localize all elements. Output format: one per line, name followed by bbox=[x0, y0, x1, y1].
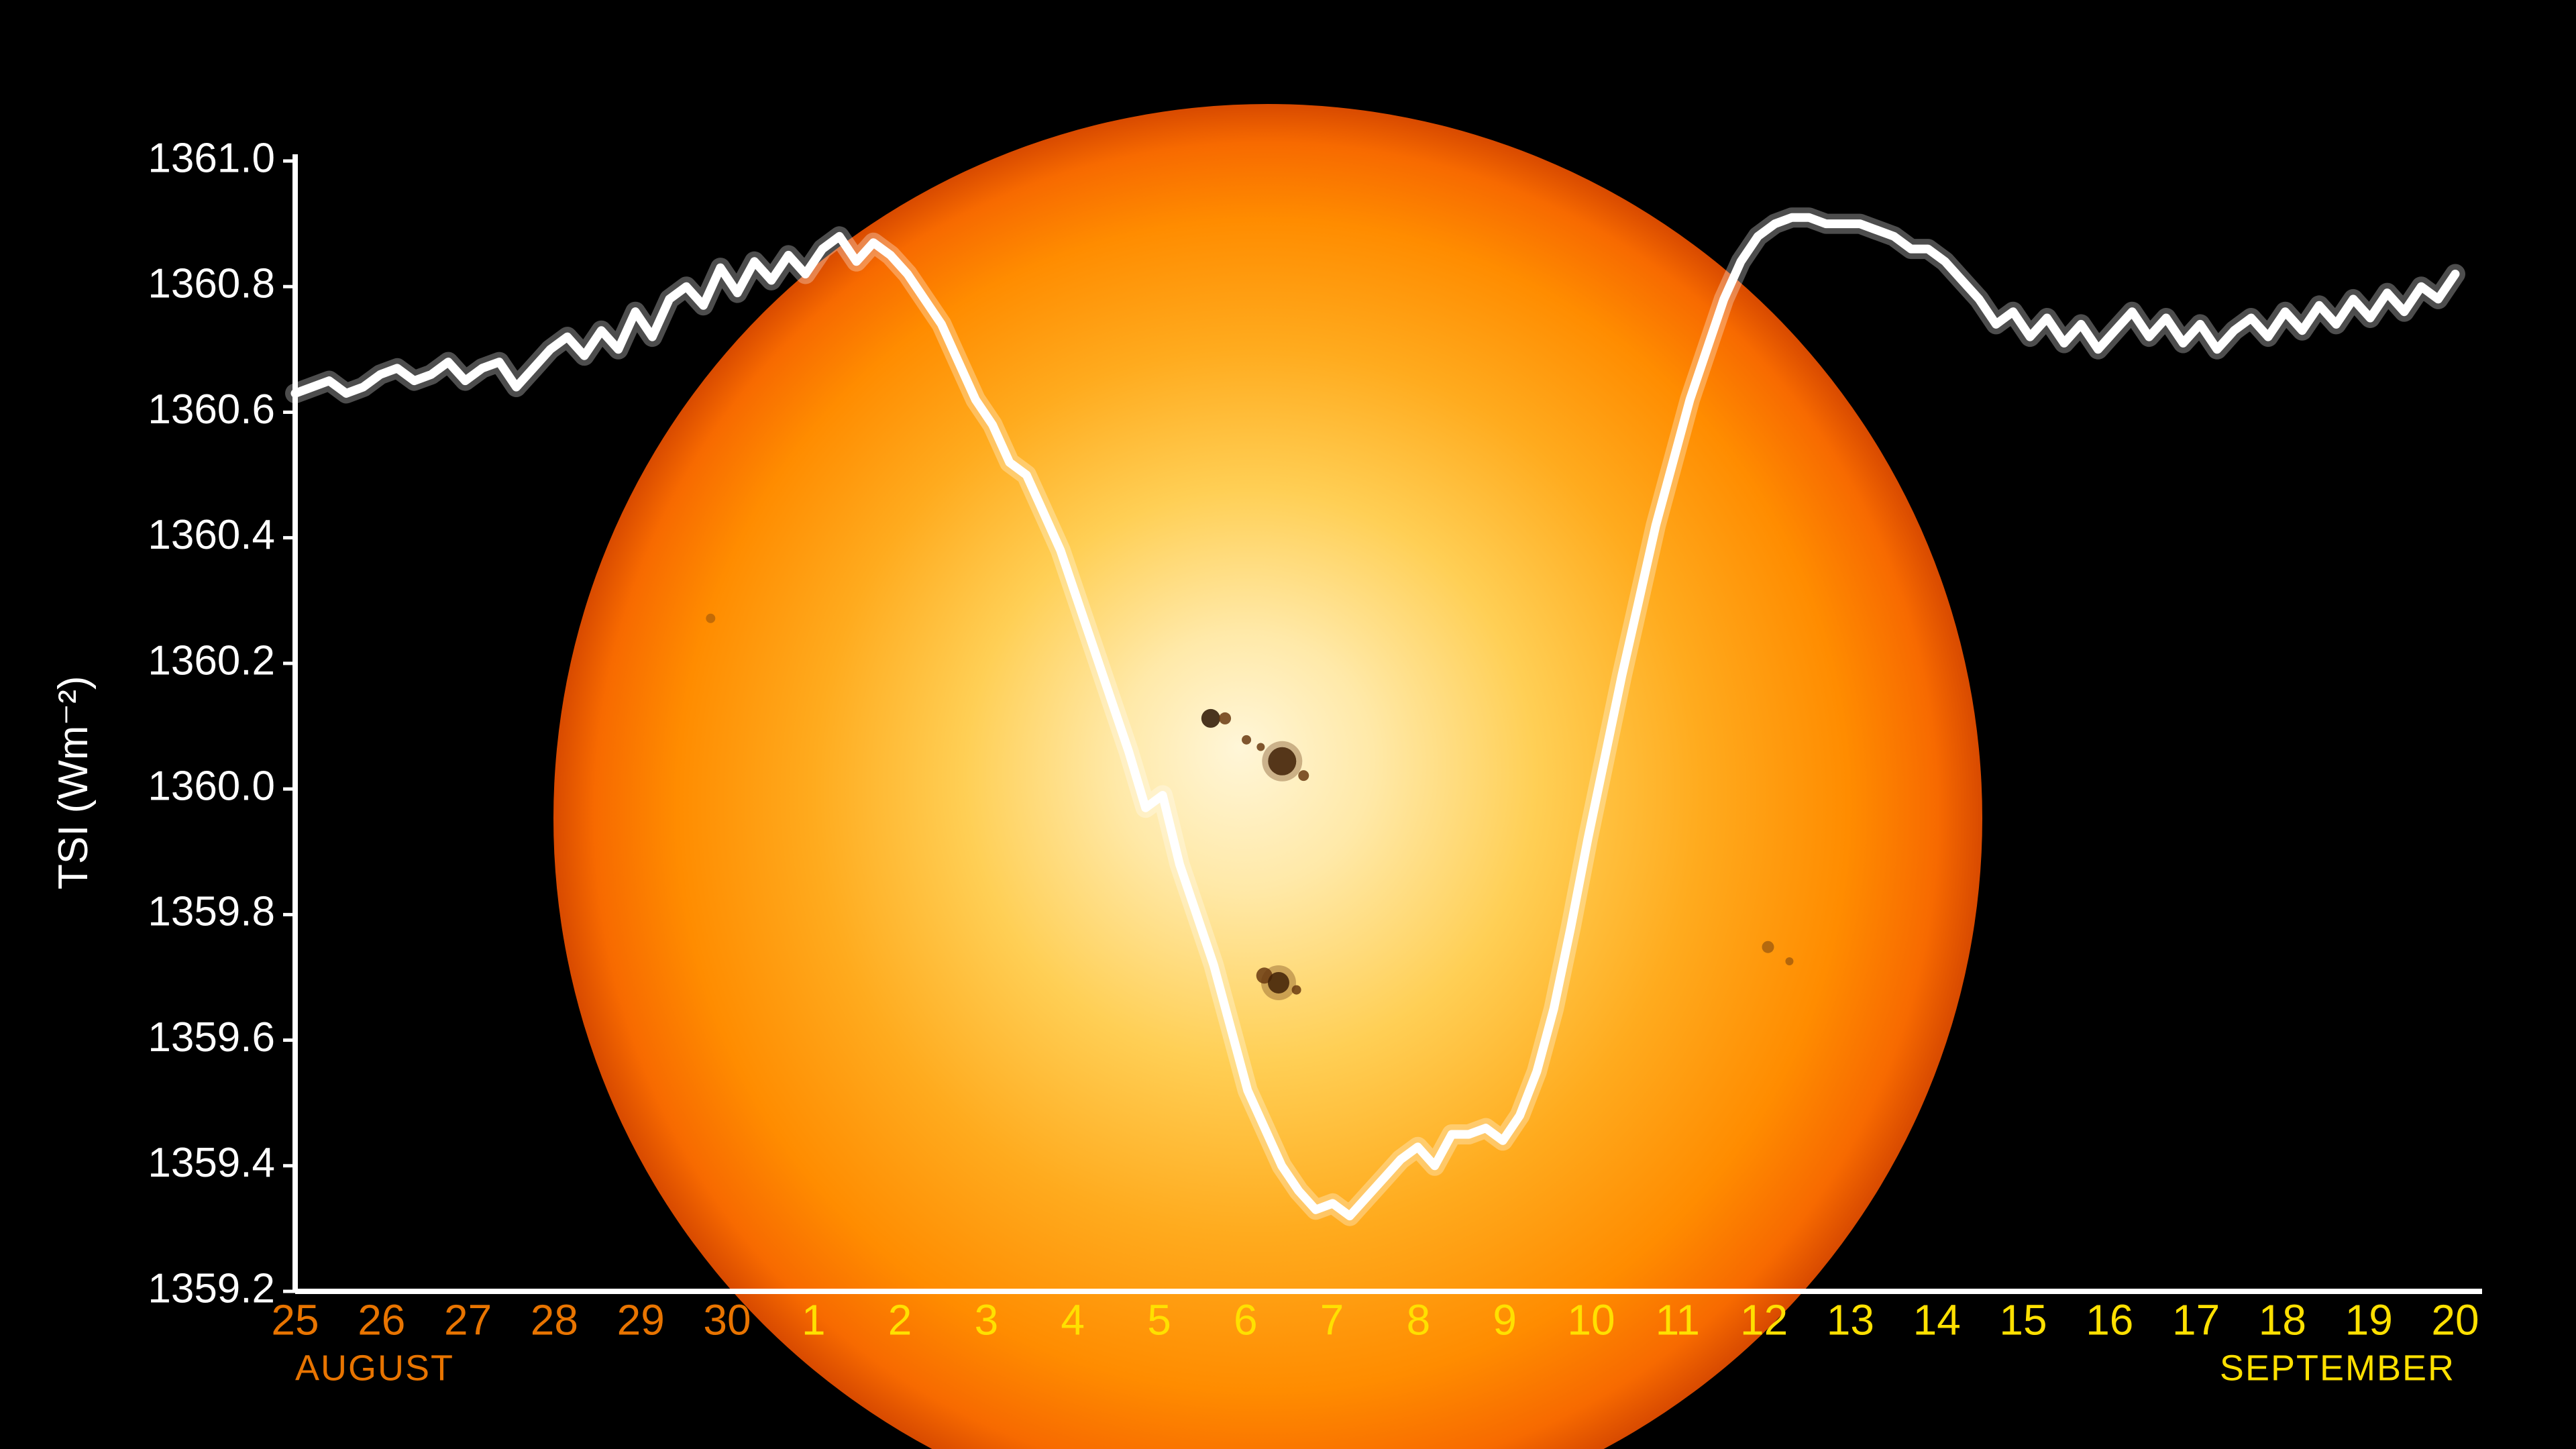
y-tick-label: 1359.8 bbox=[148, 889, 275, 935]
x-tick-label: 5 bbox=[1147, 1295, 1171, 1344]
x-tick-label: 4 bbox=[1061, 1295, 1085, 1344]
x-tick-label: 15 bbox=[1999, 1295, 2047, 1344]
x-tick-label: 3 bbox=[975, 1295, 999, 1344]
month-label-a: AUGUST bbox=[295, 1348, 454, 1388]
sunspot bbox=[1219, 712, 1231, 724]
y-tick-label: 1360.2 bbox=[148, 637, 275, 684]
x-tick-label: 8 bbox=[1407, 1295, 1431, 1344]
sunspot bbox=[1762, 941, 1774, 953]
sunspot bbox=[1298, 770, 1309, 781]
sunspot bbox=[1262, 741, 1302, 782]
x-tick-label: 14 bbox=[1913, 1295, 1961, 1344]
y-tick-label: 1359.2 bbox=[148, 1265, 275, 1311]
x-tick-label: 20 bbox=[2431, 1295, 2479, 1344]
y-tick-label: 1360.6 bbox=[148, 386, 275, 433]
y-tick-label: 1361.0 bbox=[148, 135, 275, 181]
y-tick-label: 1359.4 bbox=[148, 1140, 275, 1186]
sunspot bbox=[1242, 735, 1251, 745]
month-label-b: SEPTEMBER bbox=[2220, 1348, 2455, 1388]
sun-disk bbox=[553, 104, 1982, 1449]
y-tick-label: 1360.4 bbox=[148, 512, 275, 558]
x-tick-label: 29 bbox=[617, 1295, 665, 1344]
sunspot bbox=[1785, 957, 1793, 965]
y-axis-title: TSI (Wm⁻²) bbox=[50, 676, 97, 890]
y-tick-label: 1360.8 bbox=[148, 261, 275, 307]
x-tick-label: 25 bbox=[271, 1295, 319, 1344]
x-tick-label: 28 bbox=[531, 1295, 578, 1344]
x-tick-label: 10 bbox=[1567, 1295, 1615, 1344]
x-tick-label: 1 bbox=[802, 1295, 826, 1344]
x-tick-label: 12 bbox=[1740, 1295, 1788, 1344]
y-tick-label: 1360.0 bbox=[148, 763, 275, 809]
sunspot bbox=[706, 614, 715, 623]
x-tick-label: 18 bbox=[2259, 1295, 2306, 1344]
y-tick-label: 1359.6 bbox=[148, 1014, 275, 1061]
x-tick-label: 11 bbox=[1656, 1295, 1700, 1344]
x-tick-label: 19 bbox=[2345, 1295, 2393, 1344]
x-tick-label: 6 bbox=[1234, 1295, 1258, 1344]
x-tick-label: 7 bbox=[1320, 1295, 1344, 1344]
sunspot bbox=[1261, 965, 1296, 1000]
x-tick-label: 2 bbox=[888, 1295, 912, 1344]
x-tick-label: 16 bbox=[2086, 1295, 2133, 1344]
tsi-chart: 1359.2 1359.4 1359.6 1359.8 1360.0 1360.2 1360… bbox=[0, 0, 2576, 1449]
x-tick-label: 9 bbox=[1493, 1295, 1517, 1344]
sunspot bbox=[1256, 743, 1265, 751]
x-tick-label: 27 bbox=[444, 1295, 492, 1344]
sunspot bbox=[1201, 709, 1220, 728]
sunspot bbox=[1292, 985, 1301, 995]
x-tick-label: 26 bbox=[358, 1295, 405, 1344]
x-tick-label: 13 bbox=[1827, 1295, 1874, 1344]
stage: 1359.2 1359.4 1359.6 1359.8 1360.0 1360.2 1360… bbox=[0, 0, 2576, 1449]
x-tick-label: 17 bbox=[2172, 1295, 2220, 1344]
x-tick-label: 30 bbox=[703, 1295, 751, 1344]
